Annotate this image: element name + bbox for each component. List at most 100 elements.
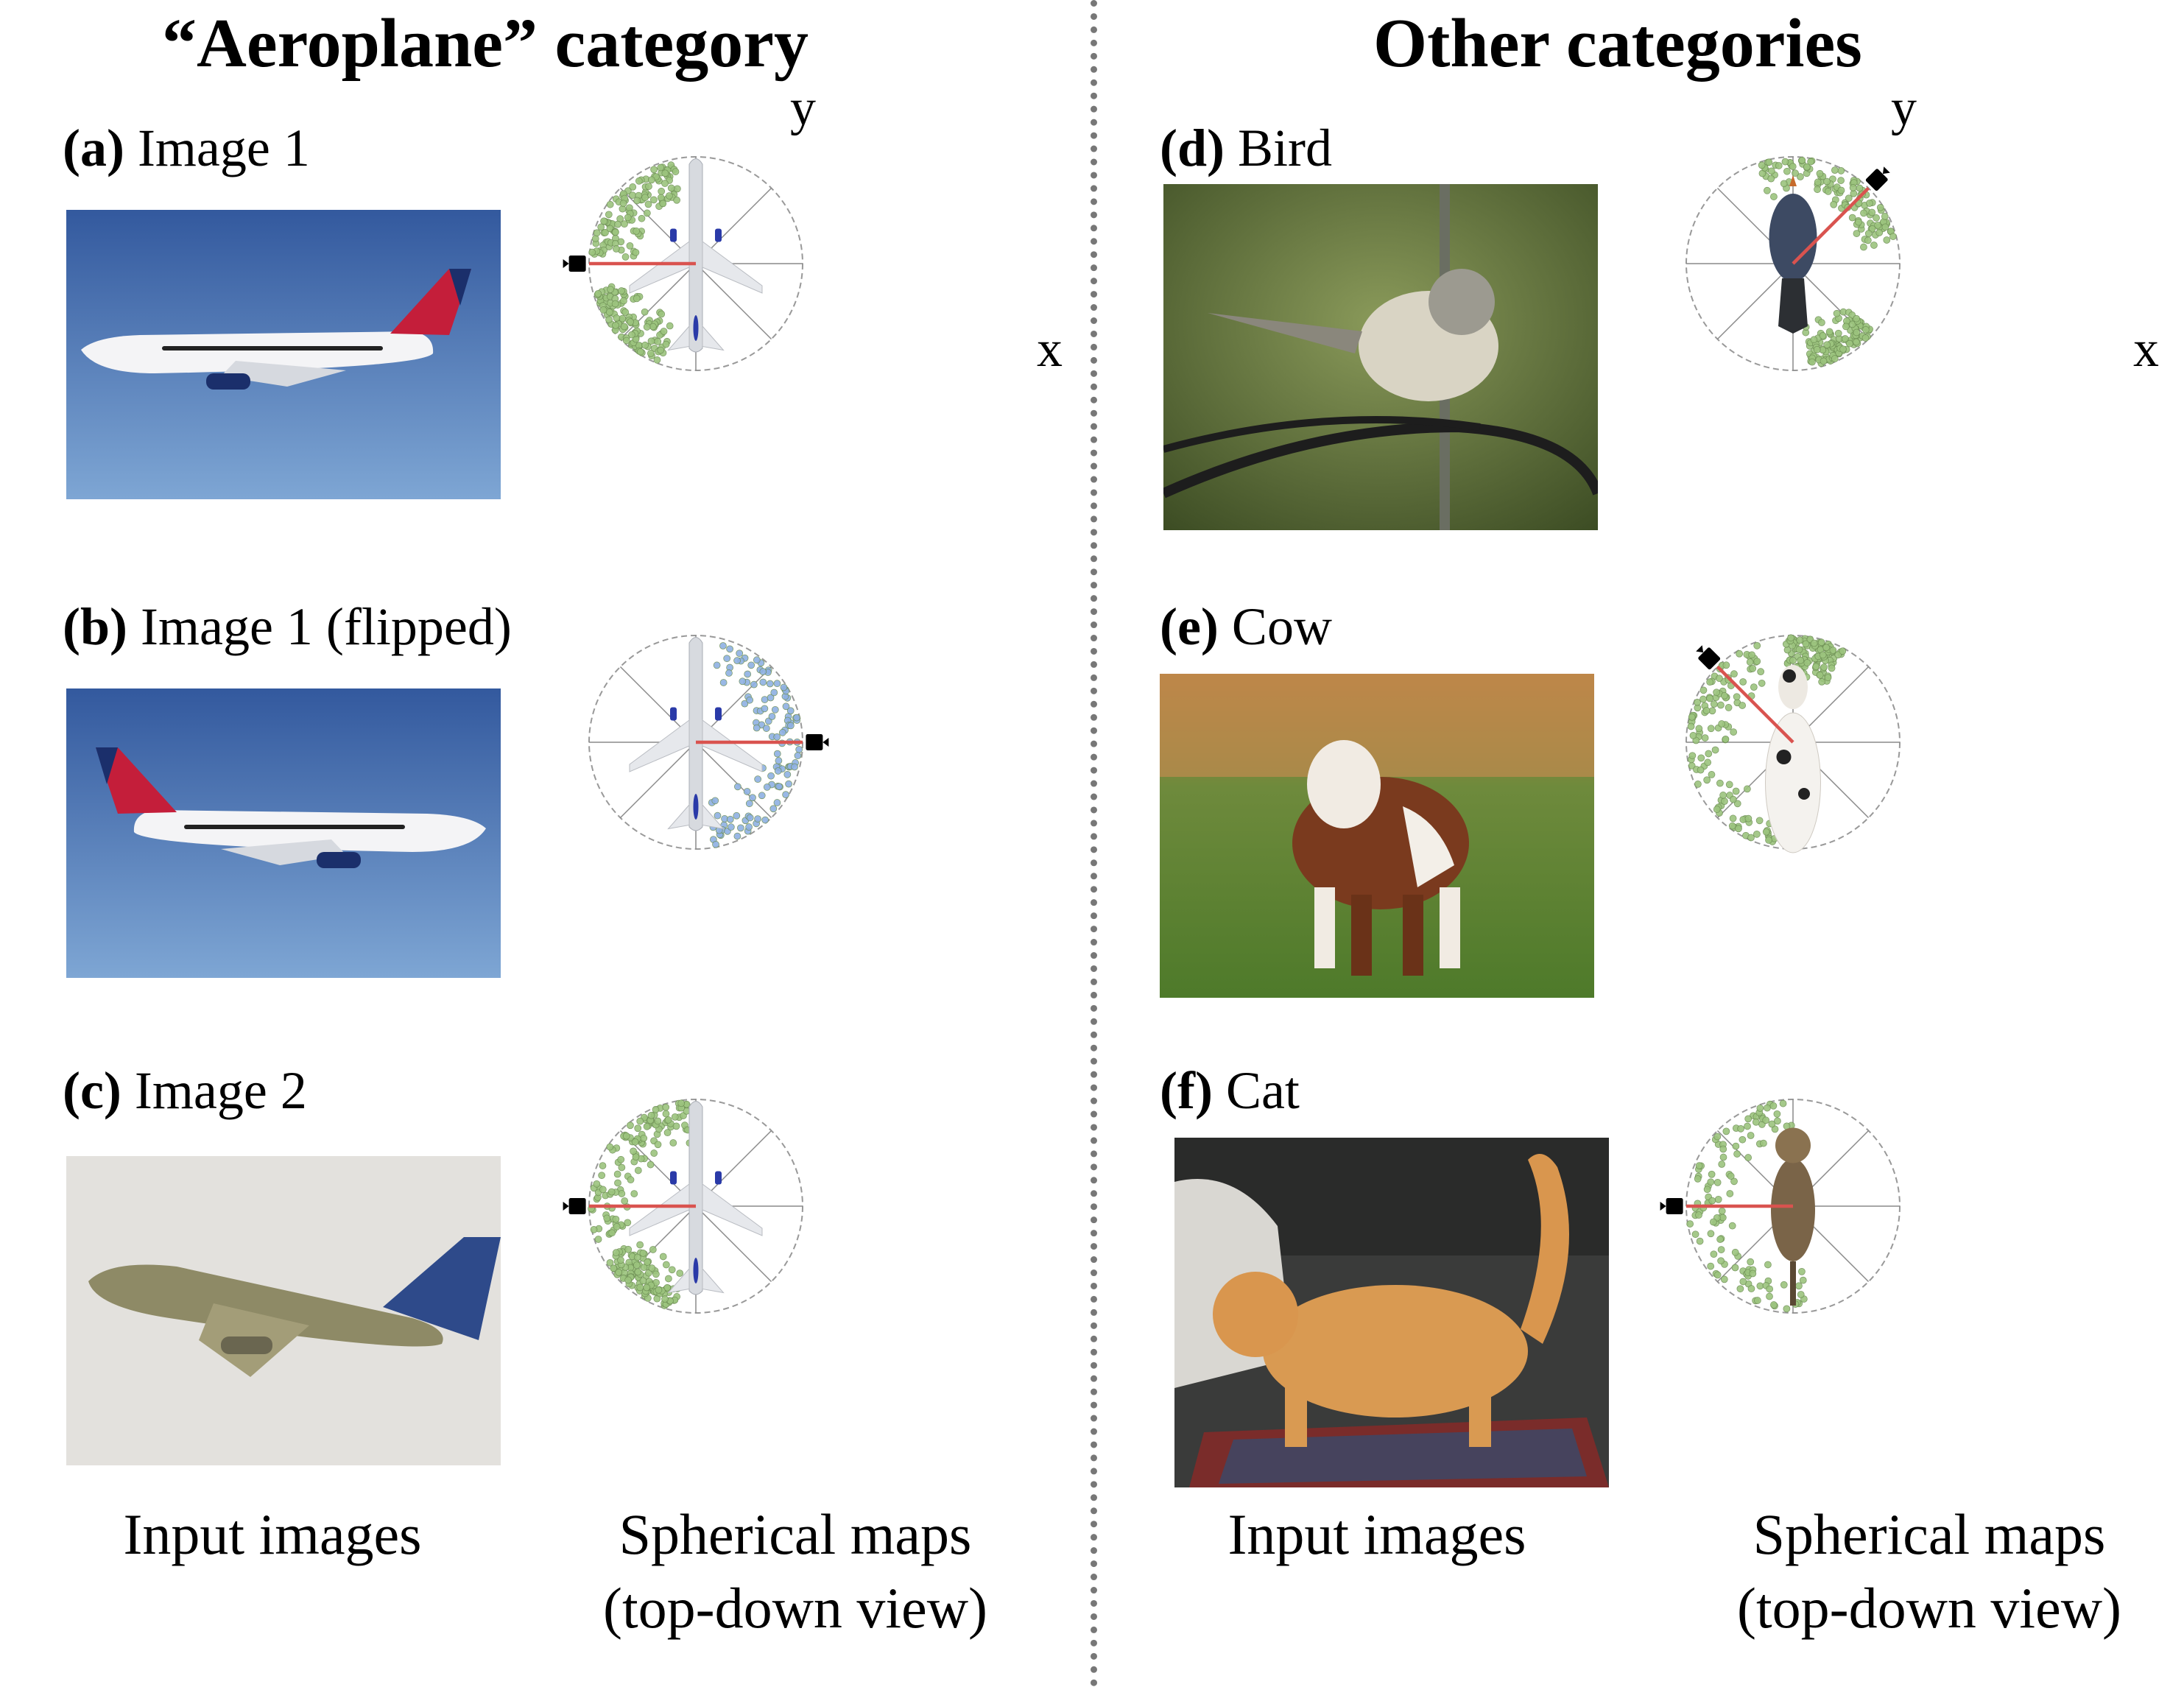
map-viewpoint-point	[661, 180, 669, 187]
map-viewpoint-points	[1758, 156, 1897, 367]
map-viewpoint-point	[1795, 1282, 1803, 1290]
map-viewpoint-point	[606, 1258, 614, 1267]
map-viewpoint-point	[766, 680, 774, 688]
map-viewpoint-point	[624, 1276, 632, 1284]
map-viewpoint-point	[1687, 722, 1695, 730]
map-viewpoint-point	[1848, 320, 1856, 328]
map-viewpoint-point	[593, 229, 601, 237]
map-viewpoint-point	[1883, 236, 1891, 244]
map-viewpoint-point	[1743, 785, 1751, 793]
map-viewpoint-point	[1837, 186, 1845, 194]
map-viewpoint-point	[594, 1236, 602, 1243]
map-viewpoint-point	[612, 1215, 620, 1223]
aeroplane-silhouette	[629, 158, 763, 353]
panel-f-tag: (f)	[1160, 1061, 1213, 1120]
map-viewpoint-point	[759, 678, 767, 686]
map-viewpoint-point	[1750, 683, 1758, 691]
map-viewpoint-point	[598, 1172, 606, 1180]
map-viewpoint-point	[1710, 1250, 1718, 1258]
map-viewpoint-point	[635, 177, 643, 185]
map-viewpoint-point	[1764, 186, 1771, 194]
map-viewpoint-point	[1747, 834, 1755, 842]
map-viewpoint-point	[1803, 659, 1811, 666]
map-viewpoint-point	[1762, 828, 1770, 836]
map-viewpoint-point	[1703, 776, 1711, 784]
map-viewpoint-point	[1735, 825, 1742, 833]
map-viewpoint-point	[1707, 1262, 1715, 1270]
map-viewpoint-point	[593, 1180, 601, 1188]
map-viewpoint-point	[637, 348, 644, 356]
map-viewpoint-point	[634, 1268, 642, 1276]
map-viewpoint-point	[778, 728, 786, 736]
panel-c-tag: (c)	[63, 1061, 121, 1120]
map-viewpoint-point	[652, 1270, 660, 1278]
map-viewpoint-point	[746, 696, 754, 704]
map-viewpoint-point	[1837, 177, 1845, 184]
map-viewpoint-point	[773, 799, 781, 806]
map-viewpoint-point	[1758, 679, 1766, 687]
cat-silhouette	[1771, 1127, 1815, 1306]
map-viewpoint-point	[1707, 725, 1715, 733]
map-viewpoint-point	[744, 670, 752, 678]
map-viewpoint-point	[624, 1219, 632, 1227]
map-viewpoint-point	[1853, 314, 1860, 323]
map-viewpoint-point	[615, 1269, 623, 1276]
map-viewpoint-point	[1746, 658, 1754, 666]
map-viewpoint-point	[641, 341, 649, 349]
map-viewpoint-point	[734, 783, 741, 791]
map-viewpoint-point	[1810, 639, 1818, 647]
map-viewpoint-point	[647, 1111, 655, 1119]
map-viewpoint-point	[1812, 663, 1820, 671]
map-viewpoint-point	[1737, 1124, 1744, 1133]
map-viewpoint-point	[1874, 222, 1881, 229]
map-viewpoint-point	[1708, 771, 1716, 778]
cow-photo	[1160, 674, 1594, 998]
map-viewpoint-point	[739, 677, 747, 686]
map-viewpoint-point	[1779, 1099, 1787, 1107]
map-viewpoint-point	[1707, 1178, 1715, 1186]
map-viewpoint-point	[1753, 658, 1761, 665]
map-viewpoint-point	[1717, 701, 1725, 709]
map-viewpoint-point	[1889, 233, 1897, 240]
map-viewpoint-point	[1828, 664, 1836, 672]
map-viewpoint-point	[726, 645, 733, 653]
map-viewpoint-points	[1686, 1099, 1808, 1313]
map-viewpoint-point	[774, 767, 782, 775]
map-viewpoint-point	[1868, 208, 1876, 216]
map-viewpoint-point	[631, 1138, 639, 1146]
map-viewpoint-point	[647, 337, 655, 345]
panel-d-title: Bird	[1238, 119, 1333, 177]
map-viewpoint-point	[1739, 1278, 1747, 1286]
map-viewpoint-point	[786, 722, 795, 730]
map-viewpoint-point	[672, 168, 680, 175]
map-viewpoint-point	[794, 752, 802, 760]
map-viewpoint-point	[767, 694, 775, 702]
map-viewpoint-point	[588, 248, 596, 256]
map-viewpoint-point	[727, 823, 735, 831]
map-viewpoint-point	[617, 1155, 625, 1163]
panel-b-label: (b) Image 1 (flipped)	[63, 600, 512, 653]
right-spherical-maps-caption-line1: Spherical maps	[1753, 1502, 2106, 1566]
map-viewpoint-point	[1688, 713, 1696, 721]
map-viewpoint-point	[634, 1166, 642, 1174]
map-viewpoint-point	[1841, 335, 1849, 342]
map-viewpoint-point	[620, 297, 627, 305]
map-viewpoint-point	[1688, 752, 1697, 760]
map-viewpoint-point	[743, 788, 751, 795]
map-viewpoint-point	[619, 200, 627, 208]
map-viewpoint-point	[1691, 1230, 1699, 1239]
map-viewpoint-point	[1853, 230, 1861, 237]
map-viewpoint-point	[1695, 1211, 1702, 1219]
map-viewpoint-point	[1767, 175, 1775, 183]
map-viewpoint-point	[1817, 638, 1825, 647]
map-viewpoint-point	[1798, 156, 1806, 164]
map-viewpoint-point	[610, 1264, 618, 1272]
map-viewpoint-point	[636, 1283, 644, 1292]
map-viewpoint-point	[745, 823, 753, 831]
map-viewpoint-point	[650, 166, 658, 174]
map-viewpoint-point	[1722, 736, 1730, 743]
map-viewpoint-point	[1774, 1117, 1781, 1125]
map-viewpoint-point	[1744, 1154, 1753, 1161]
map-viewpoint-point	[769, 805, 778, 813]
map-viewpoint-point	[627, 318, 634, 326]
